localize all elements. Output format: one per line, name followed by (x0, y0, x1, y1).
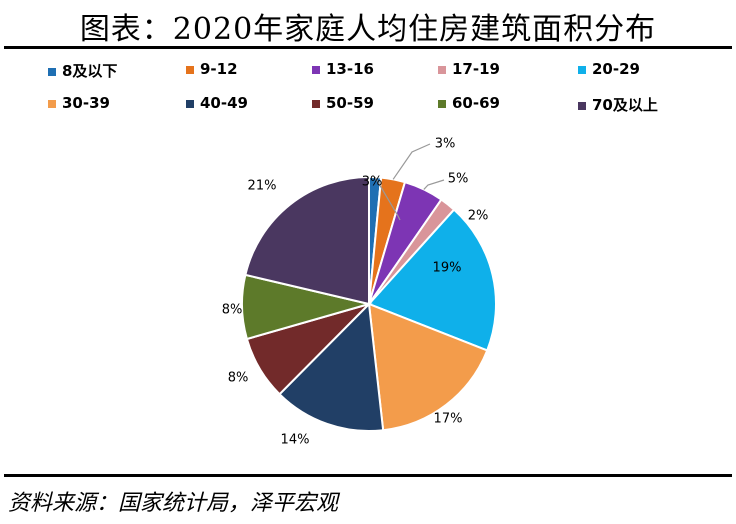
legend-label: 60-69 (452, 94, 500, 112)
legend-label: 70及以上 (592, 96, 658, 114)
legend-label: 40-49 (200, 94, 248, 112)
leader-line-1 (392, 143, 431, 180)
legend-swatch (186, 99, 194, 108)
legend-label: 17-19 (452, 60, 500, 78)
legend-label: 13-16 (326, 60, 374, 78)
legend-swatch (578, 65, 586, 74)
chart-title: 图表：2020年家庭人均住房建筑面积分布 (79, 12, 657, 47)
legend-item-4: 20-29 (578, 60, 640, 78)
legend-label: 9-12 (200, 60, 238, 78)
leader-line-0 (374, 176, 401, 221)
legend-item-7: 50-59 (312, 94, 374, 112)
legend-item-2: 13-16 (312, 60, 374, 78)
legend-swatch (578, 101, 586, 110)
legend-swatch (438, 65, 446, 74)
pie-slice-9 (244, 175, 370, 306)
data-label-2: 5% (448, 172, 469, 187)
top-rule (4, 46, 732, 49)
data-label-1: 3% (435, 137, 456, 152)
legend-item-6: 40-49 (186, 94, 248, 112)
pie-chart: 3% 5% 2% 19% 17% 14% 8% 8% 21% 3% (222, 137, 497, 448)
data-label-5: 17% (434, 412, 463, 427)
data-label-extra: 3% (362, 175, 383, 190)
legend-swatch (312, 99, 320, 108)
source-note: 资料来源：国家统计局，泽平宏观 (8, 491, 339, 516)
legend-label: 30-39 (62, 94, 110, 112)
legend-swatch (186, 65, 194, 74)
data-label-7: 8% (228, 371, 249, 386)
legend-item-3: 17-19 (438, 60, 500, 78)
legend-swatch (312, 65, 320, 74)
data-label-9: 21% (248, 179, 277, 194)
legend-item-5: 30-39 (48, 94, 110, 112)
data-label-4: 19% (433, 261, 462, 276)
legend-label: 20-29 (592, 60, 640, 78)
legend-item-0: 8及以下 (48, 60, 117, 81)
legend-label: 50-59 (326, 94, 374, 112)
pie-slice-4 (367, 208, 497, 352)
legend-swatch (48, 67, 56, 76)
data-label-3: 2% (468, 209, 489, 224)
legend-item-1: 9-12 (186, 60, 238, 78)
pie-slice-5 (367, 302, 489, 432)
legend-label: 8及以下 (62, 62, 118, 80)
pie-slice-6 (278, 301, 385, 432)
legend-item-9: 70及以上 (578, 94, 658, 115)
data-label-8: 8% (222, 303, 243, 318)
legend-swatch (48, 99, 56, 108)
bottom-rule (4, 474, 732, 477)
leader-line-2 (423, 179, 445, 190)
legend-item-8: 60-69 (438, 94, 500, 112)
legend-swatch (438, 99, 446, 108)
data-label-6: 14% (281, 433, 310, 448)
